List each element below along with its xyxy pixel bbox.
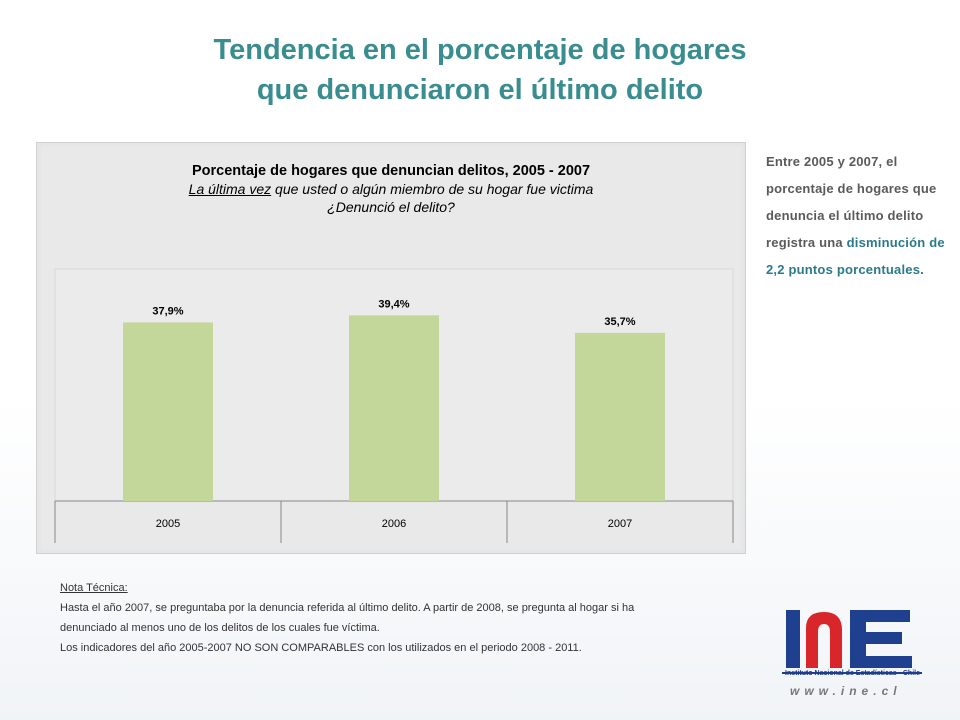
logo-subtitle: Instituto Nacional de Estadísticas - Chi… bbox=[785, 670, 920, 677]
chart-title-line2: La última vez que usted o algún miembro … bbox=[41, 180, 741, 198]
x-tick-label: 2005 bbox=[156, 518, 180, 530]
chart-panel: Porcentaje de hogares que denuncian deli… bbox=[36, 142, 746, 554]
x-tick-label: 2006 bbox=[382, 518, 406, 530]
summary-text: Entre 2005 y 2007, el porcentaje de hoga… bbox=[766, 148, 946, 283]
page-title: Tendencia en el porcentaje de hogares qu… bbox=[0, 30, 960, 110]
x-tick-label: 2007 bbox=[608, 518, 632, 530]
technical-note-line1: Hasta el año 2007, se preguntaba por la … bbox=[60, 602, 635, 614]
bar-value-label: 35,7% bbox=[604, 316, 635, 328]
bar-chart: 37,9% 2005 39,4% 2006 35,7% 2007 bbox=[54, 268, 734, 543]
chart-title: Porcentaje de hogares que denuncian deli… bbox=[41, 162, 741, 216]
summary-text-normal: Entre 2005 y 2007, el porcentaje de hoga… bbox=[766, 154, 937, 250]
technical-note-line2: denunciado al menos uno de los delitos d… bbox=[60, 622, 380, 634]
chart-title-line1: Porcentaje de hogares que denuncian deli… bbox=[191, 163, 591, 179]
ine-logo bbox=[782, 610, 922, 674]
technical-note-label: Nota Técnica: bbox=[60, 582, 128, 594]
page-title-line1: Tendencia en el porcentaje de hogares bbox=[213, 34, 747, 66]
bar-value-label: 39,4% bbox=[378, 298, 409, 310]
bar-2006 bbox=[349, 315, 439, 501]
page-title-line2: que denunciaron el último delito bbox=[256, 74, 704, 106]
chart-title-line2-rest: que usted o algún miembro de su hogar fu… bbox=[271, 181, 594, 197]
bar-value-label: 37,9% bbox=[152, 305, 183, 317]
chart-area: Porcentaje de hogares que denuncian deli… bbox=[41, 147, 741, 549]
technical-note-line3: Los indicadores del año 2005-2007 NO SON… bbox=[60, 642, 582, 654]
logo-url: www.ine.cl bbox=[790, 684, 902, 698]
technical-note: Nota Técnica: Hasta el año 2007, se preg… bbox=[60, 578, 780, 658]
chart-title-underlined: La última vez bbox=[188, 181, 272, 197]
bar-2005 bbox=[123, 322, 213, 501]
bar-2007 bbox=[575, 332, 665, 501]
chart-title-line3: ¿Denunció el delito? bbox=[327, 199, 455, 215]
summary-text-highlight: disminución de 2,2 puntos porcentuales. bbox=[766, 235, 945, 277]
